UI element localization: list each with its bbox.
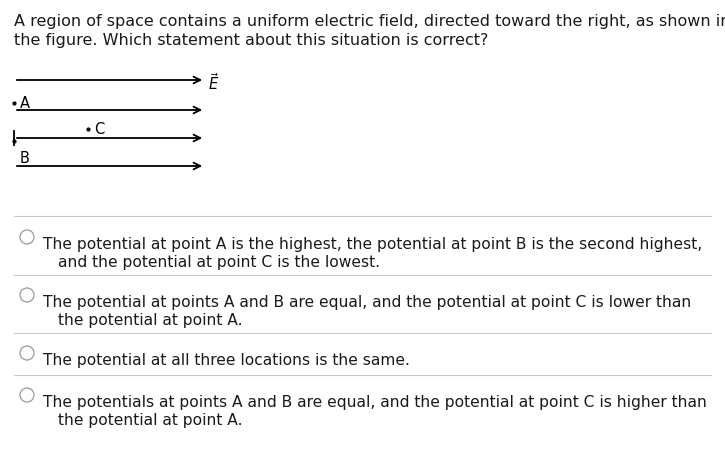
Text: C: C	[94, 122, 104, 136]
Text: the potential at point A.: the potential at point A.	[58, 313, 242, 328]
Text: A region of space contains a uniform electric field, directed toward the right, : A region of space contains a uniform ele…	[14, 14, 725, 29]
Text: The potential at point A is the highest, the potential at point B is the second : The potential at point A is the highest,…	[43, 237, 703, 252]
Text: The potentials at points A and B are equal, and the potential at point C is high: The potentials at points A and B are equ…	[43, 395, 707, 410]
Text: and the potential at point C is the lowest.: and the potential at point C is the lowe…	[58, 255, 380, 270]
Text: $\vec{E}$: $\vec{E}$	[208, 72, 219, 93]
Text: A: A	[20, 95, 30, 111]
Text: the potential at point A.: the potential at point A.	[58, 413, 242, 428]
Text: the figure. Which statement about this situation is correct?: the figure. Which statement about this s…	[14, 33, 489, 48]
Text: B: B	[20, 151, 30, 166]
Text: The potential at points A and B are equal, and the potential at point C is lower: The potential at points A and B are equa…	[43, 295, 691, 310]
Text: The potential at all three locations is the same.: The potential at all three locations is …	[43, 353, 410, 368]
